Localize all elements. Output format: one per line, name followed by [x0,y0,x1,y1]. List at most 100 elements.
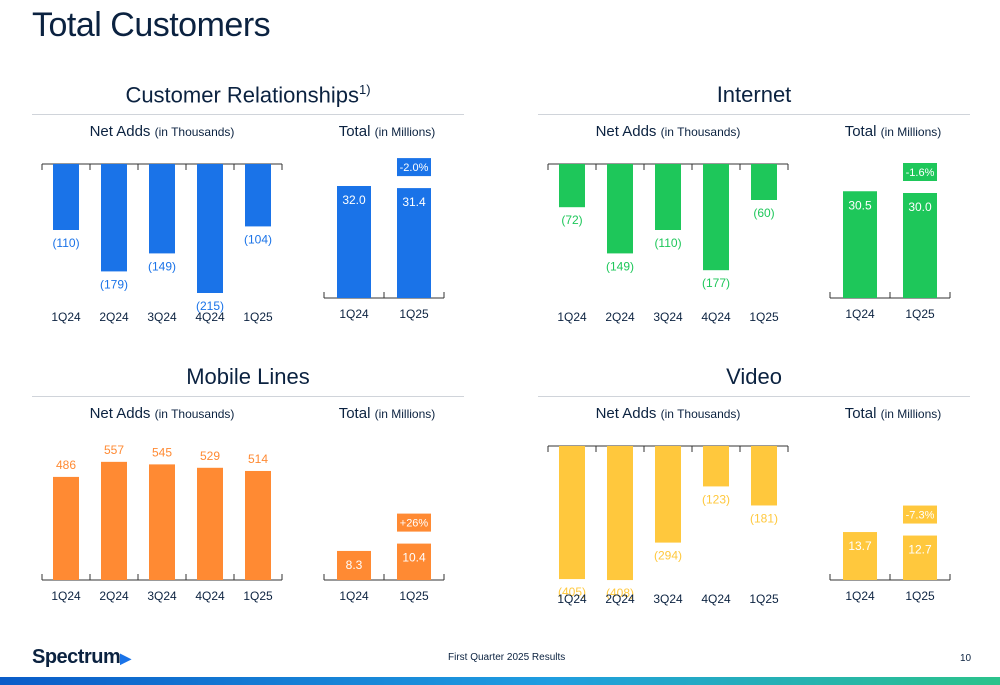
total-title: Total [338,405,371,422]
change-badge-text: -2.0% [400,162,429,174]
net-adds-heading: Net Adds (in Thousands) [42,405,282,422]
total-heading: Total (in Millions) [818,405,968,422]
x-tick-label: 1Q25 [905,589,935,603]
data-label: (179) [100,277,128,291]
x-tick-label: 1Q25 [399,589,429,603]
data-label: 12.7 [908,543,932,557]
data-label: (215) [196,299,224,313]
bar-3q24 [149,464,175,580]
bar-1q25 [903,193,937,298]
bottom-gradient-bar [0,677,1000,685]
total-chart: 13.7 1Q24 12.7 1Q25 -7.3% [829,505,951,603]
bar-1q24 [53,164,79,230]
panel-mobile-lines: Mobile Lines Net Adds (in Thousands) Tot… [32,364,464,626]
bar-1q24 [337,550,371,580]
x-tick-label: 1Q25 [905,307,935,321]
net-adds-unit: (in Thousands) [154,407,235,421]
x-tick-label: 3Q24 [147,310,177,324]
total-title: Total [844,405,877,422]
panel-divider [32,396,464,397]
net-adds-unit: (in Thousands) [660,125,741,139]
net-adds-title: Net Adds [595,123,657,140]
data-label: (181) [750,511,778,525]
panel-title: Customer Relationships1) [32,82,464,108]
bar-1q24 [559,164,585,208]
x-tick-label: 1Q24 [557,310,587,324]
bar-1q24 [843,191,877,298]
data-label: 30.5 [848,198,872,212]
total-heading: Total (in Millions) [818,123,968,140]
bar-1q24 [559,446,585,580]
x-tick-label: 3Q24 [147,589,177,603]
data-label: 30.0 [908,200,932,214]
data-label: 8.3 [346,558,363,572]
spectrum-logo: Spectrum▶ [32,646,131,669]
net-adds-unit: (in Thousands) [154,125,235,139]
total-unit: (in Millions) [880,125,942,139]
x-tick-label: 4Q24 [701,592,731,606]
net-adds-chart: 486 1Q24 557 2Q24 545 3Q24 529 4Q24 514 1Q25 [41,443,283,603]
x-tick-label: 1Q25 [749,310,779,324]
data-label: (408) [606,586,634,600]
bar-2q24 [607,446,633,581]
x-tick-label: 1Q25 [243,589,273,603]
bar-3q24 [149,164,175,254]
bar-1q25 [751,164,777,200]
data-label: 529 [200,449,220,463]
x-tick-label: 4Q24 [195,589,225,603]
total-unit: (in Millions) [374,125,436,139]
x-tick-label: 2Q24 [99,589,129,603]
net-adds-title: Net Adds [595,405,657,422]
panel-divider [538,396,970,397]
x-tick-label: 3Q24 [653,592,683,606]
data-label: 31.4 [402,195,426,209]
change-badge-text: -7.3% [906,510,935,522]
net-adds-chart: (72) 1Q24 (149) 2Q24 (110) 3Q24 (177) 4Q24 (60) 1… [547,163,789,324]
total-title: Total [338,123,371,140]
total-title: Total [844,123,877,140]
panel-title-footnote: 1) [358,82,371,97]
data-label: 13.7 [848,539,872,553]
panel-internet: Internet Net Adds (in Thousands) Total (… [538,82,970,344]
x-tick-label: 1Q25 [243,310,273,324]
net-adds-heading: Net Adds (in Thousands) [548,123,788,140]
total-heading: Total (in Millions) [312,405,462,422]
page-number: 10 [960,653,972,664]
net-adds-chart: (405)1Q24 (408)2Q24 (294) 3Q24 (123) 4Q24 (181… [547,445,789,606]
data-label: (72) [561,213,582,227]
logo-arrow-icon: ▶ [120,650,131,666]
panel-title: Video [726,364,782,389]
data-label: 545 [152,445,172,459]
panel-customer-relationships: Customer Relationships1) Net Adds (in Th… [32,82,464,344]
bar-3q24 [655,164,681,230]
x-tick-label: 4Q24 [195,310,225,324]
bar-4q24 [197,164,223,293]
data-label: 32.0 [342,193,366,207]
bar-1q25 [903,535,937,580]
panel-divider [32,114,464,115]
total-unit: (in Millions) [880,407,942,421]
data-label: 514 [248,452,268,466]
bar-1q25 [245,164,271,227]
footer-text: First Quarter 2025 Results [448,652,566,663]
logo-text: Spectrum [32,646,121,668]
total-chart: 32.0 1Q24 31.4 1Q25 -2.0% [323,158,445,321]
total-chart: 8.3 1Q24 10.4 1Q25 +26% [323,513,445,603]
bar-4q24 [703,446,729,487]
panel-title: Internet [716,82,792,107]
x-tick-label: 2Q24 [605,592,635,606]
data-label: (110) [654,236,681,250]
change-badge-text: -1.6% [906,167,935,179]
panel-divider [538,114,970,115]
bar-1q24 [53,476,79,580]
x-tick-label: 1Q24 [845,589,875,603]
data-label: 486 [56,458,76,472]
bar-2q24 [101,461,127,580]
x-tick-label: 1Q24 [51,589,81,603]
bar-1q25 [245,470,271,580]
x-tick-label: 1Q24 [845,307,875,321]
total-unit: (in Millions) [374,407,436,421]
x-tick-label: 2Q24 [605,310,635,324]
data-label: (405) [558,585,586,599]
bar-1q25 [397,543,431,580]
